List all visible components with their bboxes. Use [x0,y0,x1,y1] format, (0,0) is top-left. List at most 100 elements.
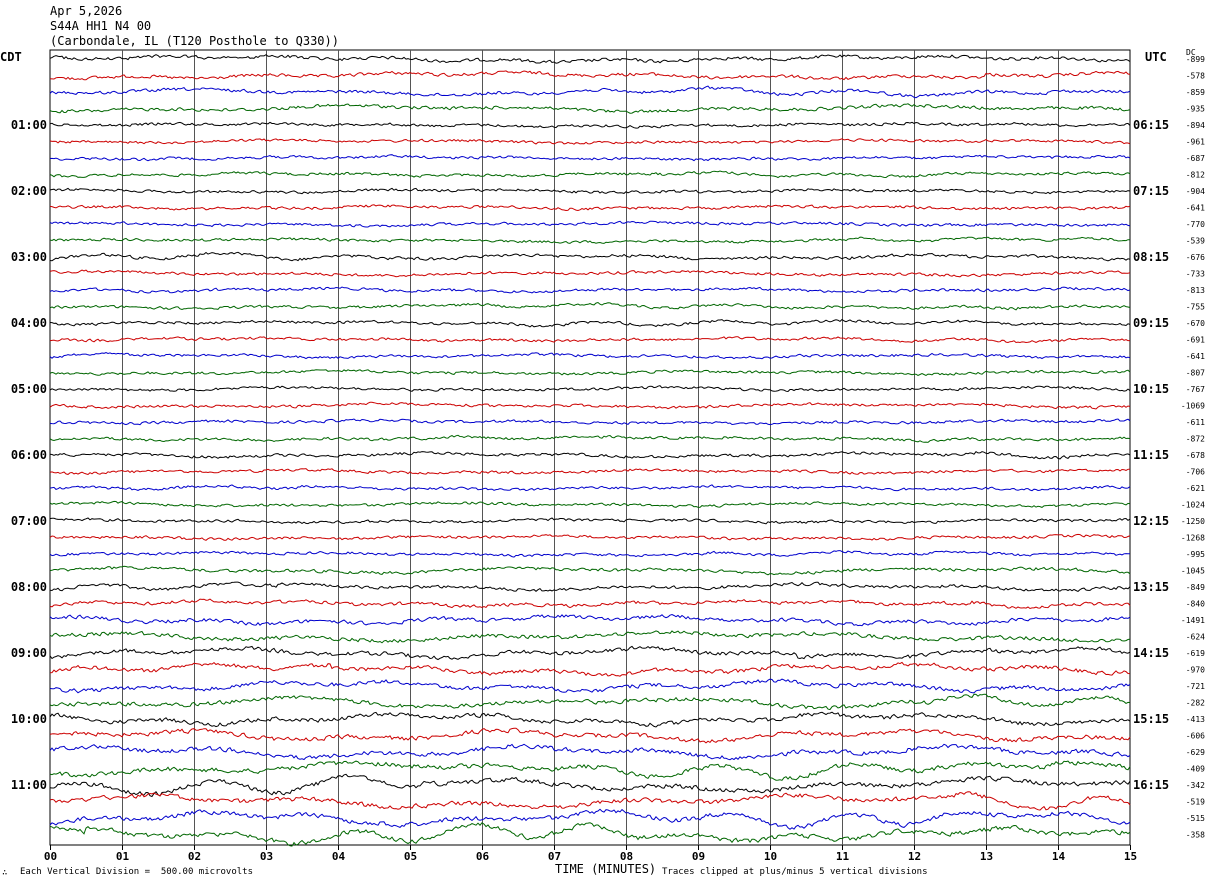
trace-line [49,678,1131,694]
trace-line [49,318,1131,328]
trace-line [49,613,1131,627]
dc-offset-label: -619 [1186,649,1205,658]
trace-line [49,598,1131,610]
dc-label: DC [1186,48,1196,57]
trace-line [49,103,1131,114]
right-hour-label: 12:15 [1133,514,1169,528]
dc-offset-label: -1069 [1181,402,1205,411]
corner-mark: ∴ [2,868,8,878]
dc-offset-label: -812 [1186,171,1205,180]
right-hour-label: 11:15 [1133,448,1169,462]
right-hour-label: 16:15 [1133,778,1169,792]
right-hour-label: 10:15 [1133,382,1169,396]
header-station: S44A HH1 N4 00 [50,19,152,33]
dc-offset-label: -629 [1186,748,1205,757]
x-tick-label: 07 [548,850,561,863]
dc-offset-label: -413 [1186,715,1205,724]
right-hour-label: 15:15 [1133,712,1169,726]
trace-line [49,451,1131,460]
dc-offset-label: -624 [1186,633,1205,642]
dc-offset-label: -770 [1186,220,1205,229]
dc-offset-label: -1024 [1181,501,1205,510]
trace-line [49,154,1131,162]
dc-offset-label: -409 [1186,765,1205,774]
trace-line [49,301,1131,311]
dc-offset-label: -515 [1186,814,1205,823]
dc-offset-label: -687 [1186,154,1205,163]
dc-offset-label: -706 [1186,468,1205,477]
dc-offset-label: -611 [1186,418,1205,427]
dc-offset-label: -578 [1186,72,1205,81]
dc-offset-label: -813 [1186,286,1205,295]
trace-line [49,187,1131,195]
trace-line [49,434,1131,443]
trace-line [49,204,1131,212]
scale-note: Each Vertical Division = 500.00 microvol… [20,867,253,877]
dc-offset-label: -1045 [1181,567,1205,576]
trace-line [49,220,1131,228]
trace-line [49,808,1131,830]
x-tick-label: 10 [764,850,777,863]
x-tick-label: 04 [332,850,346,863]
trace-line [49,70,1131,81]
trace-line [49,385,1131,393]
dc-offset-label: -1250 [1181,517,1205,526]
dc-offset-label: -935 [1186,105,1205,114]
left-hour-label: 03:00 [11,250,47,264]
left-hour-label: 07:00 [11,514,47,528]
trace-line [49,352,1131,360]
left-hour-label: 09:00 [11,646,47,660]
left-hour-label: 05:00 [11,382,47,396]
trace-line [49,565,1131,576]
trace-layer [49,54,1131,847]
trace-line [49,760,1131,781]
x-tick-label: 03 [260,850,273,863]
dc-offset-label: -678 [1186,451,1205,460]
dc-offset-label: -676 [1186,253,1205,262]
x-axis-title: TIME (MINUTES) [555,862,657,876]
header-location: (Carbondale, IL (T120 Posthole to Q330)) [50,34,339,48]
trace-line [49,661,1131,677]
trace-line [49,743,1131,761]
dc-offset-label: -670 [1186,319,1205,328]
dc-offset-label: -691 [1186,336,1205,345]
dc-offset-label: -767 [1186,385,1205,394]
x-tick-label: 15 [1124,850,1137,863]
dc-offset-label: -849 [1186,583,1205,592]
trace-line [49,401,1131,410]
dc-offset-label: -899 [1186,55,1205,64]
trace-line [49,468,1131,476]
trace-line [49,791,1131,811]
label-layer: 00 01 02 03 04 05 06 07 08 09 10 11 12 13 14 15 -899 -578… [11,55,1205,863]
trace-line [49,645,1131,661]
left-hour-label: 08:00 [11,580,47,594]
trace-line [49,138,1131,145]
trace-line [49,693,1131,711]
dc-offset-label: -970 [1186,666,1205,675]
dc-offset-label: -904 [1186,187,1205,196]
dc-offset-label: -519 [1186,798,1205,807]
trace-line [49,711,1131,728]
trace-line [49,822,1131,847]
trace-line [49,251,1131,262]
trace-line [49,418,1131,426]
dc-offset-label: -721 [1186,682,1205,691]
trace-line [49,369,1131,376]
grid-layer [49,49,1131,850]
clip-note: Traces clipped at plus/minus 5 vertical … [662,867,928,877]
right-hour-label: 07:15 [1133,184,1169,198]
trace-line [49,500,1131,508]
dc-offset-label: -539 [1186,237,1205,246]
right-hour-label: 06:15 [1133,118,1169,132]
dc-offset-label: -755 [1186,303,1205,312]
dc-offset-label: -995 [1186,550,1205,559]
x-tick-label: 02 [188,850,201,863]
x-tick-label: 12 [908,850,921,863]
dc-offset-label: -1491 [1181,616,1205,625]
trace-line [49,286,1131,294]
trace-line [49,484,1131,492]
trace-line [49,533,1131,541]
dc-offset-label: -872 [1186,435,1205,444]
dc-offset-label: -641 [1186,352,1205,361]
dc-offset-label: -733 [1186,270,1205,279]
